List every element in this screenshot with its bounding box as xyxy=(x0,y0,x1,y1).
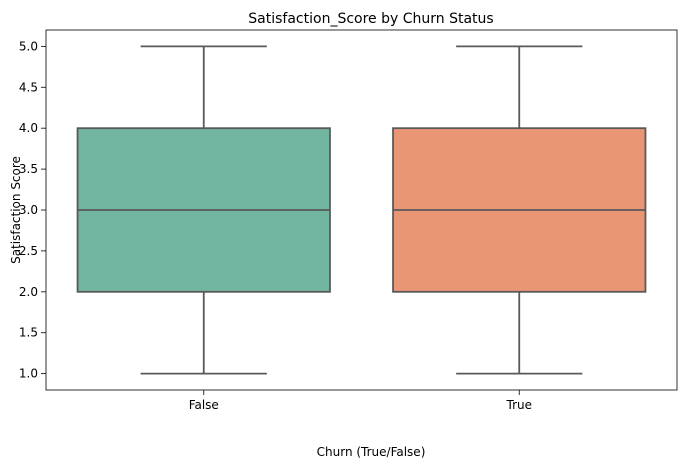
y-tick-label: 4.0 xyxy=(19,121,38,135)
y-tick-label: 3.5 xyxy=(19,162,38,176)
y-tick-label: 4.5 xyxy=(19,80,38,94)
box-true xyxy=(392,45,647,375)
y-axis: 1.0 1.5 2.0 2.5 3.0 3.5 4.0 4.5 5.0 xyxy=(19,39,46,381)
x-tick-label: True xyxy=(506,398,533,412)
box-false xyxy=(76,45,331,375)
y-tick-label: 3.0 xyxy=(19,203,38,217)
y-tick-label: 2.0 xyxy=(19,285,38,299)
x-axis: False True xyxy=(189,390,532,412)
boxes-group xyxy=(76,45,647,375)
x-axis-label: Churn (True/False) xyxy=(317,445,426,459)
y-tick-label: 1.5 xyxy=(19,326,38,340)
y-tick-label: 5.0 xyxy=(19,39,38,53)
y-tick-label: 1.0 xyxy=(19,367,38,381)
y-axis-label: Satisfaction Score xyxy=(9,156,23,264)
y-tick-label: 2.5 xyxy=(19,244,38,258)
chart-title: Satisfaction_Score by Churn Status xyxy=(248,11,493,27)
x-tick-label: False xyxy=(189,398,219,412)
